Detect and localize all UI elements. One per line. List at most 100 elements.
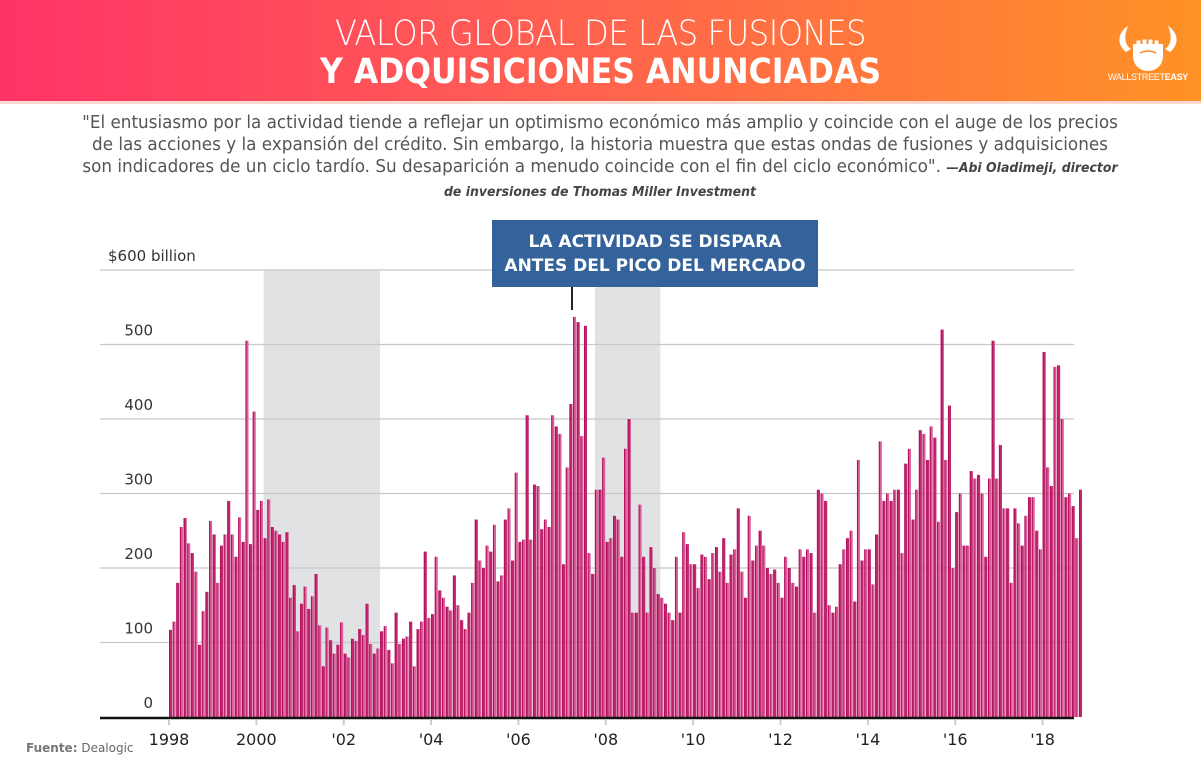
bar-edge [394,612,396,717]
y-tick-label: 0 [143,694,153,712]
bar-edge [492,524,495,717]
y-tick-label: 100 [124,620,153,638]
bar [354,641,358,717]
bar [267,499,271,717]
bar [391,663,395,717]
x-tick-label: '02 [331,730,356,749]
bull-horns-fist-icon [1119,26,1177,71]
bar [194,571,198,717]
bar [1006,508,1010,717]
bar-edge [718,571,720,717]
bar-edge [1035,530,1037,717]
bar [886,493,890,717]
y-tick-label: 500 [124,322,153,340]
bar [696,588,700,717]
bar-edge [598,489,600,717]
bar-edge [445,606,447,717]
bar-edge [856,459,859,717]
bar-edge [361,635,364,717]
bar-edge [947,405,950,717]
bar [351,638,355,717]
bar-edge [256,509,258,717]
bar [336,644,340,717]
bar-edge [809,553,811,717]
bar-edge [864,549,866,717]
bar [1035,530,1039,717]
bar-edge [860,560,862,717]
bar-edge [929,426,931,717]
bar-edge [278,534,280,717]
bar-edge [565,467,567,717]
bar-edge [798,549,800,717]
bar-edge [485,545,487,717]
bar-edge [169,629,171,717]
bar [449,610,453,717]
bar-edge [503,519,505,717]
bar [1046,467,1050,717]
bar [707,579,711,717]
bar-edge [187,543,189,717]
x-tick-label: '12 [768,730,793,749]
bar-edge [292,585,294,717]
bar-edge [1060,419,1062,717]
bar [576,322,580,717]
bar-edge [711,553,713,717]
bar-edge [656,594,658,717]
bar-edge [696,588,698,717]
bar [343,653,347,717]
bar [314,573,318,717]
bar-edge [1071,506,1073,717]
bar [947,405,951,717]
bar [620,556,624,717]
y-tick-label: 400 [124,396,153,414]
bar-edge [1024,515,1026,717]
bar-edge [889,500,891,717]
bar [263,538,267,717]
bar-edge [310,596,313,717]
bar-edge [172,621,174,717]
bar [864,549,868,717]
bar-edge [1013,508,1015,717]
bar-edge [431,614,433,717]
bar-edge [194,571,196,717]
bar [394,612,398,717]
bar [1079,489,1083,717]
bar-edge [820,493,822,717]
bar-edge [554,426,556,717]
bar-edge [583,325,586,717]
bar [260,500,264,717]
bar-edge [645,612,647,717]
bar [784,556,788,717]
bar [522,539,526,717]
bar-edge [358,629,360,717]
bar-edge [660,597,662,717]
bar-edge [649,547,651,717]
bar-edge [867,549,869,717]
bar-edge [263,538,265,717]
bar [543,519,547,717]
bar-edge [281,541,283,717]
bar [489,551,493,717]
bar [478,560,482,717]
bar [332,653,336,717]
bar-edge [973,478,975,717]
bar-edge [536,486,538,717]
bar [875,534,879,717]
bar-edge [391,663,393,717]
bar [765,568,769,717]
bar-edge [969,471,971,717]
bar [503,519,507,717]
bar-edge [736,508,738,717]
bar [984,556,988,717]
bar-edge [234,556,236,717]
bar-edge [198,644,200,717]
bar [187,543,191,717]
bar-edge [412,666,414,717]
bar-edge [176,582,178,717]
bar-edge [307,608,309,717]
bar [704,556,708,717]
annotation-callout: LA ACTIVIDAD SE DISPARA ANTES DEL PICO D… [492,220,818,287]
bar-edge [627,419,629,717]
bar-edge [511,560,513,717]
x-tick-label: '06 [506,730,531,749]
